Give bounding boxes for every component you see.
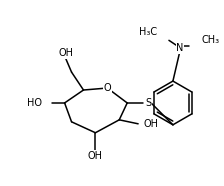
Text: OH: OH [58, 48, 73, 58]
Text: N: N [176, 43, 183, 53]
Text: HO: HO [27, 98, 42, 108]
Text: O: O [103, 83, 111, 93]
Text: S: S [145, 98, 151, 108]
Text: CH₃: CH₃ [202, 35, 220, 45]
Text: OH: OH [88, 151, 103, 161]
Text: H₃C: H₃C [139, 27, 157, 37]
Text: OH: OH [143, 119, 158, 129]
